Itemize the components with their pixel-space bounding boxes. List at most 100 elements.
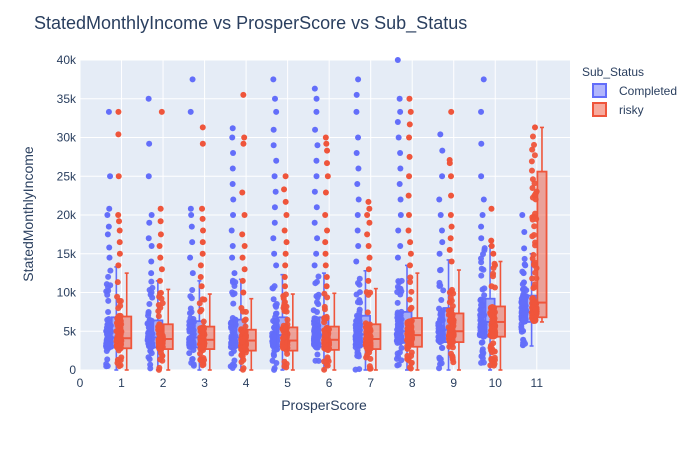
x-tick-label: 8 <box>409 376 416 390</box>
data-point <box>315 273 322 280</box>
y-tick-label: 5k <box>63 324 77 338</box>
data-point <box>529 133 536 140</box>
data-point <box>394 299 401 306</box>
data-point <box>231 357 238 364</box>
outlier-point <box>199 124 206 131</box>
box <box>453 312 465 343</box>
outlier-point <box>271 173 278 180</box>
outlier-point <box>240 140 247 147</box>
data-point <box>529 294 536 301</box>
outlier-point <box>446 246 453 253</box>
box <box>411 317 423 348</box>
data-point <box>448 341 455 348</box>
data-point <box>393 355 400 362</box>
legend-swatch-completed <box>592 83 607 98</box>
outlier-point <box>188 223 195 230</box>
outlier-point <box>478 223 485 230</box>
data-point <box>363 325 370 332</box>
data-point <box>449 302 456 309</box>
outlier-point <box>519 212 526 218</box>
outlier-point <box>311 188 318 195</box>
data-point <box>280 334 287 341</box>
data-point <box>478 255 485 262</box>
outlier-point <box>106 244 113 251</box>
jitter-points <box>155 108 166 373</box>
data-point <box>356 275 363 282</box>
outlier-point <box>229 181 236 187</box>
data-point <box>114 279 121 286</box>
data-point <box>189 356 196 363</box>
data-point <box>240 365 247 372</box>
data-point <box>479 326 486 333</box>
outlier-point <box>406 121 413 128</box>
data-point <box>147 291 154 298</box>
outlier-point <box>480 196 487 203</box>
outlier-point <box>406 262 413 269</box>
outlier-point <box>239 254 246 261</box>
data-point <box>530 251 537 258</box>
outlier-point <box>447 212 454 218</box>
data-point <box>147 361 154 368</box>
data-point <box>312 280 319 287</box>
legend-item-completed[interactable]: Completed <box>592 83 677 98</box>
legend-item-risky[interactable]: risky <box>592 102 644 117</box>
outlier-point <box>148 258 155 265</box>
data-point <box>324 356 331 363</box>
outlier-point <box>397 150 404 156</box>
data-point <box>284 350 291 357</box>
outlier-point <box>313 250 320 257</box>
outlier-point <box>488 237 495 244</box>
outlier-point <box>406 134 413 141</box>
data-point <box>117 297 124 304</box>
outlier-point <box>365 266 372 273</box>
data-point <box>448 288 455 295</box>
outlier-point <box>519 286 526 293</box>
data-point <box>145 308 152 315</box>
outlier-point <box>270 235 277 242</box>
outlier-point <box>407 239 414 246</box>
outlier-point <box>478 140 485 147</box>
data-point <box>440 287 447 294</box>
legend-swatch-risky <box>592 102 607 117</box>
jitter-points <box>404 95 416 372</box>
data-point <box>311 317 318 324</box>
data-point <box>435 320 442 327</box>
y-tick-label: 30k <box>57 131 77 145</box>
outlier-point <box>187 254 194 261</box>
outlier-point <box>311 262 318 269</box>
outlier-point <box>273 157 280 164</box>
outlier-point <box>282 250 289 257</box>
jitter-points <box>321 134 333 373</box>
outlier-point <box>116 239 123 246</box>
outlier-point <box>437 131 444 138</box>
outlier-point <box>104 231 111 238</box>
data-point <box>478 265 485 272</box>
outlier-point <box>447 235 454 242</box>
outlier-point <box>405 192 412 199</box>
outlier-point <box>354 227 361 234</box>
outlier-point <box>354 212 361 218</box>
outlier-point <box>272 188 279 195</box>
data-point <box>321 315 328 322</box>
outlier-point <box>197 274 204 280</box>
outlier-point <box>322 134 329 141</box>
data-point <box>394 318 401 325</box>
data-point <box>146 287 153 294</box>
outlier-point <box>322 239 329 246</box>
data-point <box>321 303 328 310</box>
data-point <box>157 304 164 311</box>
y-tick-label: 15k <box>57 247 77 261</box>
outlier-point <box>199 205 206 212</box>
data-point <box>227 320 234 327</box>
outlier-point <box>448 223 455 230</box>
data-point <box>531 141 538 148</box>
outlier-point <box>324 227 331 234</box>
data-point <box>271 366 278 373</box>
outlier-point <box>271 204 278 211</box>
outlier-point <box>396 181 403 187</box>
data-point <box>437 282 444 289</box>
data-point <box>492 262 499 269</box>
outlier-point <box>395 134 402 141</box>
legend: Sub_Status Completed risky <box>582 65 677 117</box>
